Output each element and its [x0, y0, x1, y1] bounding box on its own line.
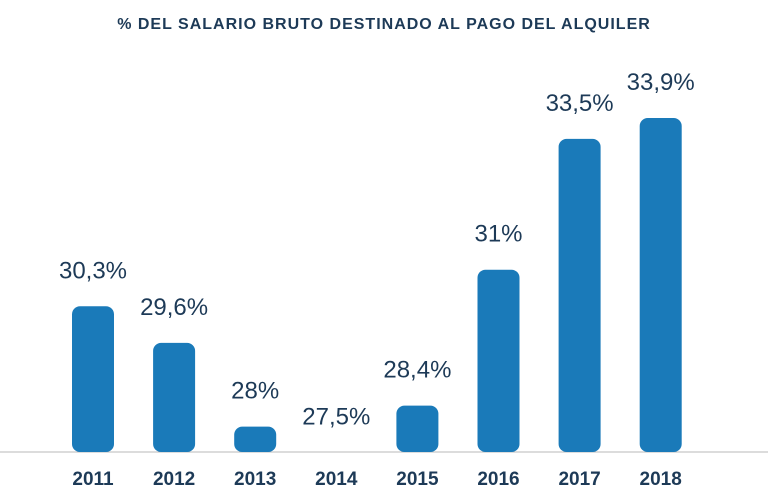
value-label-2016: 31%: [474, 221, 522, 248]
category-label-2012: 2012: [153, 469, 195, 490]
value-label-2013: 28%: [231, 378, 279, 405]
bar-2018: [639, 118, 682, 452]
category-label-2011: 2011: [72, 469, 114, 490]
category-labels-group: 2011 2012 2013 2014 2015 2016 2017 2018: [72, 469, 681, 490]
bar-2011: [72, 306, 114, 452]
category-label-2015: 2015: [396, 469, 439, 490]
category-label-2017: 2017: [558, 469, 600, 490]
category-label-2016: 2016: [477, 469, 519, 490]
value-label-2015: 28,4%: [383, 357, 451, 384]
bar-2015: [396, 405, 439, 452]
bar-2016: [477, 269, 520, 452]
category-label-2018: 2018: [640, 469, 682, 490]
bar-2012: [153, 342, 196, 452]
bar-2017: [558, 138, 601, 452]
value-label-2017: 33,5%: [546, 90, 614, 117]
bar-2013: [234, 426, 277, 452]
value-label-2018: 33,9%: [627, 69, 695, 96]
value-label-2014: 27,5%: [302, 404, 370, 431]
value-labels-group: 30,3% 29,6% 28% 27,5% 28,4% 31% 33,5% 33,9%: [59, 69, 695, 431]
bars-group: [72, 118, 682, 452]
category-label-2013: 2013: [234, 469, 276, 490]
value-label-2012: 29,6%: [140, 294, 208, 321]
chart-title: % DEL SALARIO BRUTO DESTINADO AL PAGO DE…: [117, 16, 651, 33]
category-label-2014: 2014: [315, 469, 358, 490]
value-label-2011: 30,3%: [59, 257, 127, 284]
